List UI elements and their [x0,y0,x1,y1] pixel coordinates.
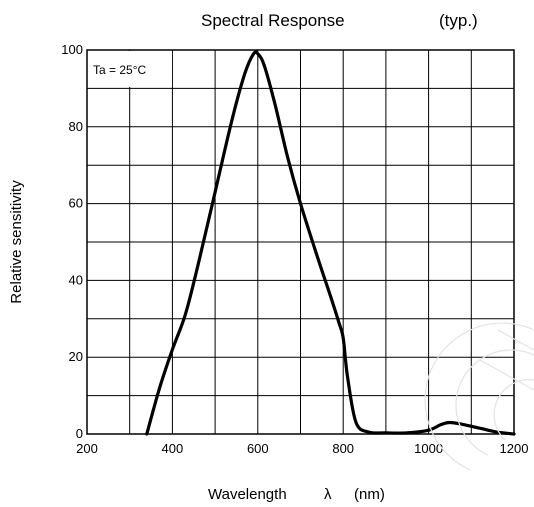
y-tick-label: 40 [69,272,83,287]
watermark-logo [424,322,534,471]
y-tick-label: 80 [69,119,83,134]
annotation-text: Ta = 25°C [93,63,146,77]
x-tick-label: 800 [332,441,354,456]
x-axis-label: Wavelength [208,486,287,503]
x-axis-unit: (nm) [354,486,385,503]
x-tick-label: 200 [76,441,98,456]
chart-subtitle: (typ.) [439,11,478,30]
y-axis-label: Relative sensitivity [8,180,25,304]
plot-frame [86,49,515,435]
x-tick-label: 1200 [500,441,529,456]
x-axis-symbol: λ [324,486,332,503]
chart-title: Spectral Response [201,11,345,30]
temperature-annotation: Ta = 25°C [88,51,172,87]
spectral-response-curve [145,50,516,436]
y-tick-label: 0 [76,426,83,441]
y-tick-labels: 0 20 40 60 80 100 [61,42,83,441]
y-tick-label: 100 [61,42,83,57]
grid-lines [87,50,514,434]
series-group [145,50,516,436]
x-tick-labels: 200 400 600 800 1000 1200 [76,441,528,456]
x-tick-label: 1000 [414,441,443,456]
x-tick-label: 400 [162,441,184,456]
y-tick-label: 60 [69,196,83,211]
x-tick-label: 600 [247,441,269,456]
y-tick-label: 20 [69,349,83,364]
annotation-box [88,51,172,87]
